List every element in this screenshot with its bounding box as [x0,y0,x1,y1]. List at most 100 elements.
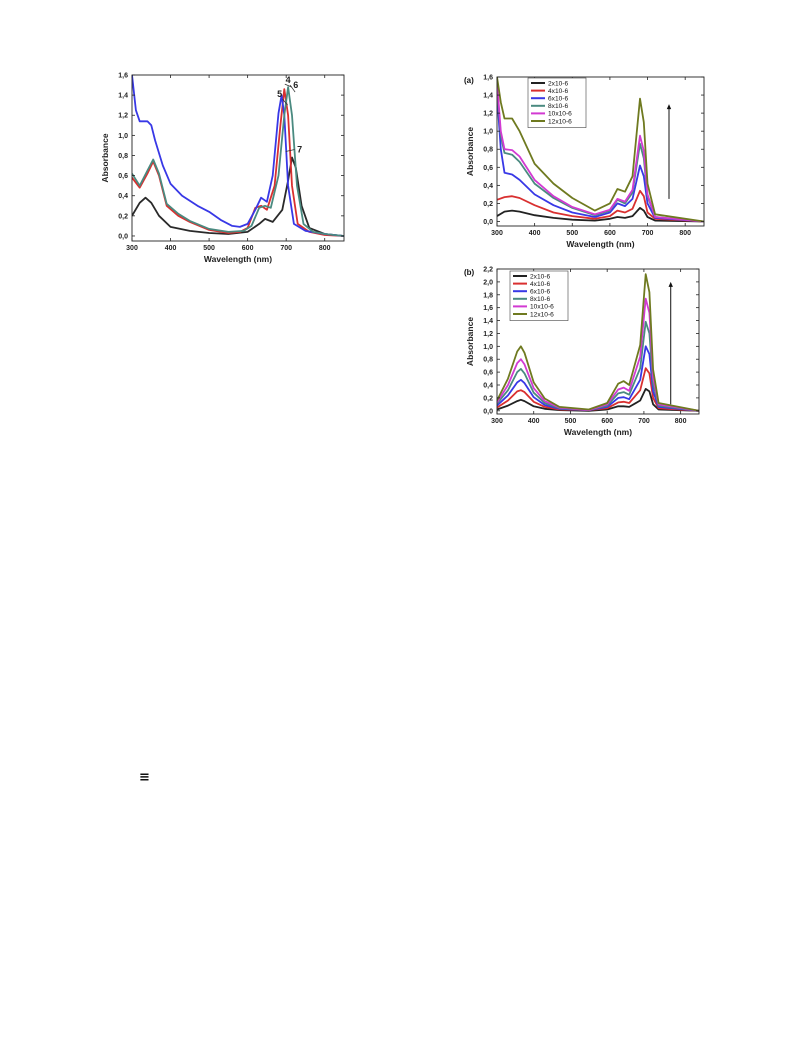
chart-b: 300 400 500 600 700 800 0,0 0,2 0,4 0,6 0,8 1,0 1,2 1… [464,267,700,437]
y-axis-label: Absorbance [465,317,475,366]
x-axis-label: Wavelength (nm) [204,254,272,264]
series-line-2x10-6 [497,207,704,223]
series-line-10x10-6 [497,297,699,412]
y-tick-label: 0,6 [118,173,128,180]
chart-a: 300 400 500 600 700 800 0,0 0,2 0,4 0,6 0,8 1,0 1,2 1… [464,75,705,249]
series-line-8x10-6 [497,320,699,412]
series-group [497,273,699,412]
legend-entry: 10x10-6 [548,111,572,118]
y-tick-label: 0,4 [483,383,493,390]
y-tick-label: 0,4 [483,183,493,190]
x-tick-label: 500 [566,230,578,237]
legend-entry: 6x10-6 [530,289,550,296]
panel-label: (a) [464,76,474,85]
legend-entry: 2x10-6 [548,80,568,87]
legend-box [527,77,587,128]
series-line-4 [132,86,344,237]
y-tick-label: 0,8 [118,153,128,160]
x-tick-label: 500 [565,418,577,425]
x-tick-label: 300 [491,230,503,237]
x-axis-label: Wavelength (nm) [566,239,634,249]
plot-frame [131,74,345,242]
x-tick-label: 800 [675,418,687,425]
x-tick-label: 300 [126,245,138,252]
x-tick-label: 800 [679,230,691,237]
series-line-2 [132,88,344,237]
legend-entry: 8x10-6 [548,103,568,110]
legend-entry: 12x10-6 [530,311,554,318]
y-tick-label: 0,6 [483,370,493,377]
curve-label-pointer [282,98,288,106]
y-tick-label: 0,0 [483,408,493,415]
series-line-4x10-6 [497,189,704,223]
y-tick-label: 1,6 [118,73,128,80]
plot-frame [496,268,700,415]
arrow-head [666,104,672,110]
series-line-6x10-6 [497,345,699,412]
y-tick-label: 1,6 [483,305,493,312]
x-tick-label: 500 [203,245,215,252]
y-tick-label: 0,0 [118,233,128,240]
curve-label-7: 7 [297,144,302,154]
series-line-6x10-6 [497,93,704,223]
series-group [132,75,344,237]
y-tick-label: 1,0 [118,133,128,140]
legend-entry: 2x10-6 [530,273,550,280]
curve-label-4: 4 [286,75,291,85]
legend-entry: 10x10-6 [530,304,554,311]
y-tick-label: 0,6 [483,165,493,172]
series-line-3 [132,75,344,237]
legend-entry: 8x10-6 [530,296,550,303]
curve-label-pointer [285,149,295,152]
y-tick-label: 1,0 [483,344,493,351]
y-tick-label: 2,0 [483,279,493,286]
x-tick-label: 700 [642,230,654,237]
x-tick-label: 800 [319,245,331,252]
x-tick-label: 400 [165,245,177,252]
y-tick-label: 0,4 [118,193,128,200]
y-tick-label: 1,4 [483,318,493,325]
y-tick-label: 0,2 [118,213,128,220]
legend-entry: 4x10-6 [530,281,550,288]
y-axis-label: Absorbance [100,133,110,182]
chart-left: 300 400 500 600 700 800 0,0 0,2 0,4 0,6 0,8 1,0 1,2 1… [100,73,345,264]
series-group [497,77,704,223]
identical-symbol: ≡ [139,770,150,785]
series-line-12x10-6 [497,77,704,223]
arrow-head [668,281,673,287]
y-tick-label: 2,2 [483,267,493,274]
y-tick-label: 1,2 [483,111,493,118]
legend-box [509,270,569,321]
x-axis-label: Wavelength (nm) [564,427,632,437]
plot-frame [496,76,705,227]
series-line-2x10-6 [497,388,699,412]
y-tick-label: 0,8 [483,357,493,364]
x-tick-label: 300 [491,418,503,425]
panel-label: (b) [464,268,475,277]
increase-arrow [668,281,673,405]
y-tick-label: 1,6 [483,75,493,82]
y-tick-label: 0,2 [483,395,493,402]
y-axis-label: Absorbance [465,127,475,176]
x-tick-label: 600 [601,418,613,425]
curve-label-pointer [284,83,292,88]
y-tick-label: 1,2 [118,113,128,120]
increase-arrow [666,104,672,199]
y-tick-label: 1,4 [118,93,128,100]
series-line-1 [132,156,344,237]
y-tick-label: 0,2 [483,201,493,208]
legend-entry: 6x10-6 [548,96,568,103]
curve-label-pointer [289,84,296,93]
y-tick-label: 1,0 [483,129,493,136]
curve-label-5: 5 [277,89,282,99]
y-tick-label: 0,8 [483,147,493,154]
y-tick-label: 1,2 [483,331,493,338]
x-tick-label: 400 [528,418,540,425]
x-tick-label: 700 [280,245,292,252]
x-tick-label: 600 [604,230,616,237]
y-tick-label: 1,8 [483,292,493,299]
legend-entry: 12x10-6 [548,118,572,125]
